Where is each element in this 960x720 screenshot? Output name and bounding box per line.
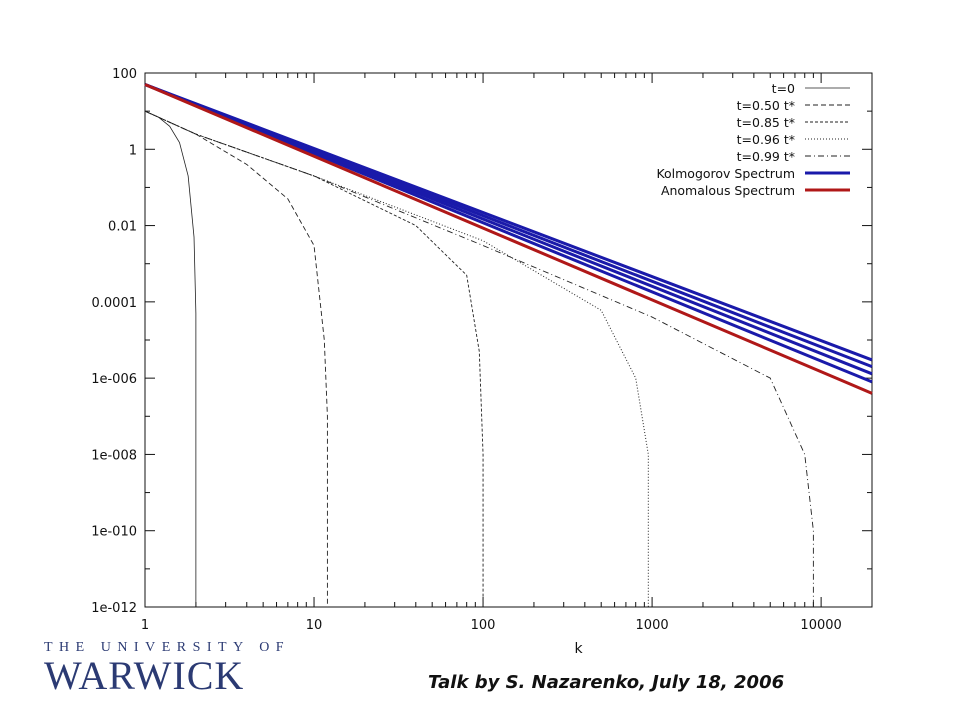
x-tick-label: 1000: [636, 618, 669, 633]
legend-label: Anomalous Spectrum: [661, 183, 795, 198]
y-tick-label: 0.01: [108, 220, 137, 235]
y-tick-label: 1: [129, 143, 137, 158]
x-tick-label: 1: [141, 618, 149, 633]
series-1-line: [144, 110, 328, 607]
legend-label: t=0.99 t*: [737, 149, 795, 164]
x-axis-label: k: [574, 641, 583, 657]
y-tick-label: 1e-008: [91, 448, 137, 463]
series-3-line: [144, 110, 649, 607]
university-logo: THE UNIVERSITY OF WARWICK: [44, 640, 284, 702]
series-2-line: [144, 110, 484, 607]
series-4-line: [144, 110, 814, 607]
series-0-line: [144, 110, 197, 607]
legend-label: Kolmogorov Spectrum: [656, 166, 795, 181]
y-tick-label: 0.0001: [92, 296, 138, 311]
x-tick-label: 100: [471, 618, 496, 633]
legend-label: t=0.96 t*: [737, 132, 795, 147]
x-tick-label: 10000: [800, 618, 841, 633]
chart-axes: 1 10 100 1000 10000 100 1 0.01 0.0001 1e-006 1e-00…: [91, 67, 873, 657]
legend-label: t=0.85 t*: [737, 115, 795, 130]
y-tick-label: 100: [112, 67, 137, 82]
y-tick-label: 1e-012: [91, 601, 137, 616]
logo-main-text: WARWICK: [44, 653, 245, 698]
y-tick-label: 1e-010: [91, 525, 137, 540]
logo-top-text: THE UNIVERSITY OF: [44, 640, 291, 655]
legend-label: t=0.50 t*: [737, 98, 795, 113]
chart-series: [144, 83, 873, 607]
y-tick-label: 1e-006: [91, 372, 137, 387]
x-tick-label: 10: [306, 618, 323, 633]
talk-credit: Talk by S. Nazarenko, July 18, 2006: [428, 672, 785, 693]
series-5-line-3: [144, 83, 873, 384]
chart-legend: t=0 t=0.50 t* t=0.85 t* t=0.96 t* t=0.99 t* K…: [656, 81, 850, 198]
legend-label: t=0: [772, 81, 795, 96]
series-6-line: [144, 83, 873, 395]
